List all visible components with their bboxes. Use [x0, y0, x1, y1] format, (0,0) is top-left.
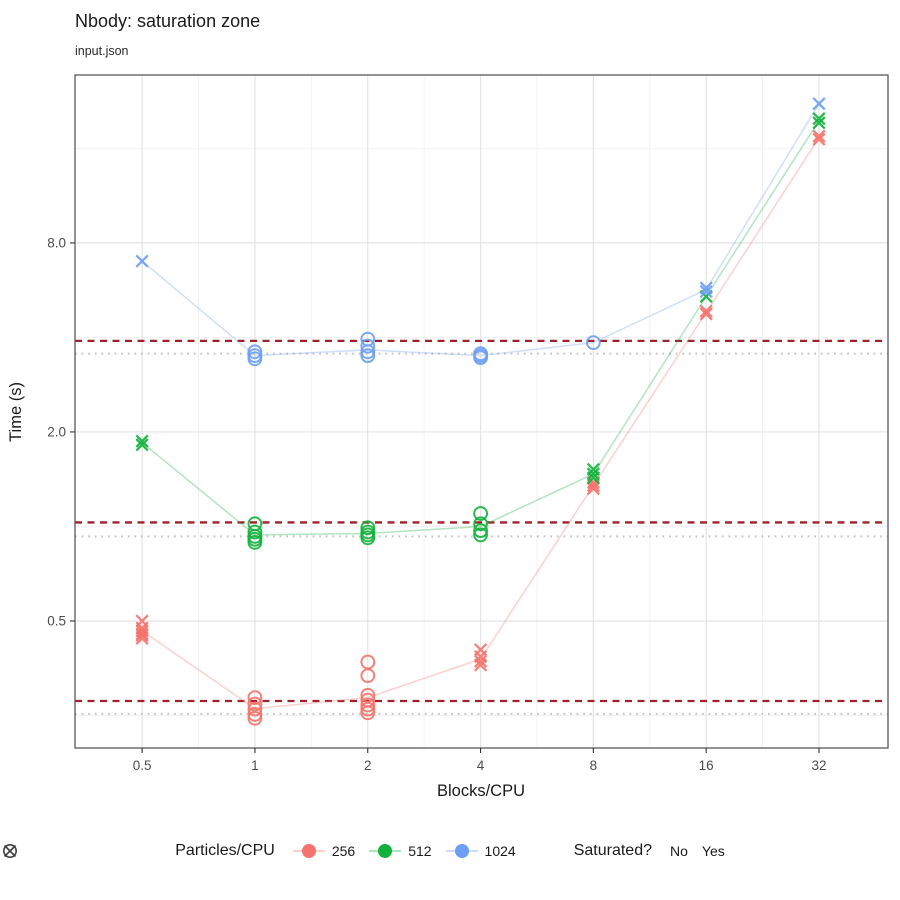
x-tick-label: 4	[477, 758, 485, 773]
data-point-circle-256	[360, 668, 376, 683]
data-point-cross-256	[473, 654, 488, 668]
data-point-circle-256	[360, 687, 376, 703]
chart-subtitle: input.json	[75, 44, 129, 58]
data-point-cross-512	[586, 467, 601, 481]
legend-item-yes: Yes	[3, 843, 725, 859]
legend: Particles/CPU 256 512 1024	[0, 841, 900, 861]
data-point-cross-256	[473, 658, 488, 672]
data-point-circle-256	[360, 705, 376, 721]
data-point-cross-512	[812, 111, 826, 126]
y-tick-label: 2.0	[47, 424, 66, 439]
data-point-cross-512	[135, 438, 149, 452]
x-tick-label: 8	[590, 758, 598, 773]
legend-color-title: Particles/CPU	[175, 842, 275, 859]
y-tick-label: 0.5	[47, 613, 66, 628]
data-point-cross-1024	[699, 281, 713, 295]
legend-label-512: 512	[408, 843, 432, 859]
x-axis-title: Blocks/CPU	[437, 782, 525, 800]
x-tick-label: 0.5	[133, 758, 152, 773]
x-tick-label: 2	[364, 758, 372, 773]
data-point-cross-256	[135, 631, 149, 646]
x-tick-label: 32	[811, 758, 826, 773]
series-line-1024	[141, 103, 820, 357]
data-point-circle-1024	[247, 344, 263, 360]
data-point-circle-1024	[360, 348, 376, 364]
legend-label-256: 256	[331, 843, 356, 859]
legend-key-dot-1024	[445, 841, 478, 861]
legend-item-256: 256	[292, 841, 356, 861]
data-point-circle-512	[360, 520, 376, 536]
data-point-circle-512	[247, 524, 263, 540]
data-point-cross-256	[812, 132, 826, 146]
data-point-cross-256	[586, 481, 601, 496]
y-axis-title: Time (s)	[7, 382, 25, 442]
legend-shape-group: Saturated? No Yes	[3, 842, 725, 860]
data-point-circle-1024	[586, 335, 601, 351]
data-point-circle-512	[360, 530, 376, 546]
panel-border	[74, 74, 889, 749]
data-point-circle-1024	[360, 344, 376, 360]
legend-item-no: No	[3, 843, 688, 859]
x-tick-label: 1	[251, 758, 259, 773]
data-point-circle-512	[247, 535, 263, 550]
data-point-cross-256	[812, 129, 826, 143]
data-point-circle-256	[247, 710, 263, 726]
data-point-circle-512	[473, 523, 489, 538]
data-point-circle-256	[247, 696, 263, 712]
x-tick-label: 16	[699, 758, 714, 773]
data-point-circle-512	[473, 506, 489, 521]
data-point-cross-256	[699, 307, 713, 321]
data-point-circle-512	[473, 516, 489, 532]
circle-marker-icon	[3, 844, 17, 858]
data-point-cross-1024	[812, 97, 826, 111]
y-tick-label: 8.0	[47, 235, 66, 250]
legend-key-dot-256	[292, 841, 325, 861]
data-point-cross-1024	[135, 254, 149, 268]
legend-label-no: No	[669, 843, 688, 859]
data-point-circle-512	[473, 527, 489, 543]
data-point-circle-256	[247, 690, 263, 705]
data-point-circle-1024	[473, 350, 489, 366]
panel-background	[75, 75, 888, 748]
data-point-cross-256	[135, 628, 149, 643]
legend-shape-title: Saturated?	[573, 842, 652, 859]
data-point-cross-1024	[699, 284, 713, 299]
plot-area: 0.5 1 2 4 8 16 32 0.5 2.0 8.0 Blocks/CPU Time (s)	[7, 74, 889, 800]
legend-item-1024: 1024	[445, 841, 516, 861]
data-point-cross-256	[699, 304, 713, 318]
data-point-circle-256	[247, 701, 263, 717]
data-point-circle-1024	[360, 338, 376, 354]
cross-marker-icon	[3, 844, 17, 858]
data-point-cross-512	[586, 471, 601, 485]
data-point-circle-256	[360, 697, 376, 713]
data-point-cross-512	[135, 434, 149, 448]
data-point-cross-512	[812, 116, 826, 130]
data-point-circle-1024	[247, 351, 263, 367]
legend-key-dot-512	[369, 841, 402, 861]
legend-label-1024: 1024	[484, 843, 516, 859]
chart-title: Nbody: saturation zone	[75, 11, 261, 31]
legend-color-group: Particles/CPU 256 512 1024	[175, 841, 515, 861]
legend-item-512: 512	[369, 841, 432, 861]
data-point-circle-256	[247, 707, 263, 722]
legend-label-yes: Yes	[701, 843, 725, 859]
